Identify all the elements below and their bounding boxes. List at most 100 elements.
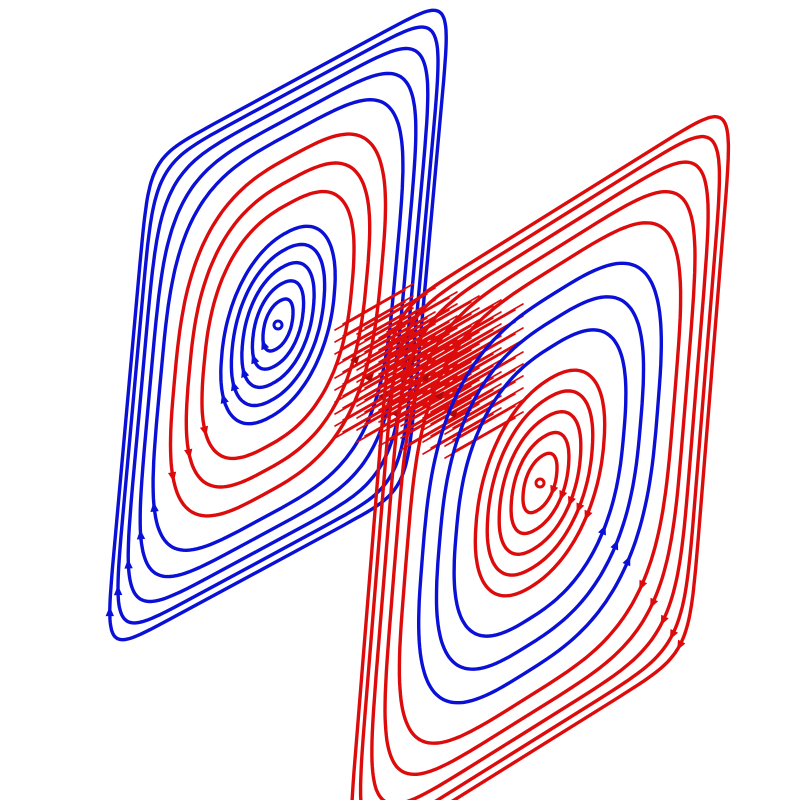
connecting-field-line (444, 417, 516, 459)
blue-field-loop (250, 279, 306, 371)
vortex-core (272, 319, 284, 331)
connecting-field-line (430, 371, 502, 413)
blue-arrow-icon (231, 380, 240, 392)
blue-arrow-icon (124, 558, 133, 569)
red-arrow-icon (669, 629, 679, 640)
blue-field-loop (116, 25, 440, 625)
connecting-field-line (400, 313, 472, 355)
connecting-field-line (422, 341, 494, 383)
blue-field-loop (229, 242, 327, 408)
connecting-field-line (422, 401, 494, 443)
connecting-field-line (400, 409, 472, 451)
red-field-loop (383, 190, 697, 776)
connecting-field-line (342, 355, 414, 397)
blue-arrow-icon (622, 555, 631, 567)
connecting-field-line (408, 295, 480, 337)
connecting-field-line (422, 329, 494, 371)
connecting-field-line (334, 397, 406, 439)
connecting-field-line (408, 319, 480, 361)
blue-field-loop (126, 46, 430, 604)
connecting-field-line (364, 311, 436, 353)
red-arrow-icon (199, 425, 209, 437)
red-field-loop (184, 161, 372, 489)
red-field-loop (200, 189, 356, 461)
connecting-field-line (334, 289, 406, 331)
connecting-field-line (364, 347, 436, 389)
connecting-field-line (356, 353, 428, 395)
connecting-field-line (356, 401, 428, 443)
blue-arrow-icon (105, 606, 114, 617)
connecting-field-line (408, 391, 480, 433)
connecting-field-line (400, 349, 472, 391)
connecting-field-line (422, 365, 494, 407)
red-arrow-icon (660, 614, 669, 626)
red-field-loop (370, 160, 710, 800)
front-panel (350, 115, 731, 800)
connecting-field-line (342, 283, 414, 325)
connecting-field-line (430, 347, 502, 389)
red-field-loop (509, 430, 571, 536)
red-arrow-icon (168, 471, 177, 482)
connecting-field-line (386, 363, 458, 405)
blue-field-loop (151, 98, 405, 552)
connecting-field-line (444, 309, 516, 351)
link-arrow-icon (434, 391, 444, 400)
red-arrow-icon (576, 502, 585, 514)
blue-arrow-icon (113, 585, 123, 596)
connecting-field-line (378, 393, 450, 435)
connecting-field-line (342, 331, 414, 373)
connecting-field-line (408, 355, 480, 397)
connecting-field-line (408, 379, 480, 421)
red-arrow-icon (568, 495, 576, 507)
connecting-field-line (422, 305, 494, 347)
blue-field-loop (452, 328, 628, 638)
connecting-field-line (342, 367, 414, 409)
connecting-field-line (452, 351, 524, 393)
red-arrow-icon (184, 448, 193, 459)
link-arrow-icon (448, 409, 458, 418)
connecting-field-line (408, 331, 480, 373)
connecting-field-line (430, 299, 502, 341)
blue-field-loop (434, 295, 646, 671)
red-field-loop (497, 410, 583, 556)
connecting-field-line (342, 319, 414, 361)
connecting-field-line (386, 399, 458, 441)
connecting-field-line (400, 397, 472, 439)
blue-arrow-icon (610, 539, 619, 551)
connecting-field-line (356, 305, 428, 347)
connecting-field-line (334, 301, 406, 343)
link-arrow-icon (350, 355, 360, 364)
red-field-loop (485, 389, 595, 577)
red-field-loop (350, 115, 731, 800)
blue-arrow-icon (261, 339, 270, 351)
red-arrow-icon (677, 639, 686, 651)
connecting-field-line (430, 311, 502, 353)
blue-field-loop (219, 224, 337, 426)
connecting-field-line (400, 301, 472, 343)
blue-field-loop (138, 71, 418, 579)
blue-field-loop (417, 261, 663, 705)
red-field-loop (521, 451, 559, 515)
connecting-field-line (386, 303, 458, 345)
connecting-field-line (452, 363, 524, 405)
connecting-field-line (452, 399, 524, 441)
blue-field-loop (240, 260, 316, 390)
connecting-field-line (430, 323, 502, 365)
connecting-field-line (342, 295, 414, 337)
red-field-loop (358, 134, 722, 800)
link-arrow-icon (420, 373, 430, 382)
connecting-field-line (378, 345, 450, 387)
red-arrow-icon (639, 579, 648, 591)
connecting-field-line (422, 389, 494, 431)
connecting-field-line (342, 379, 414, 421)
connecting-field-line (334, 361, 406, 403)
connecting-field-line (378, 405, 450, 447)
blue-arrow-icon (241, 367, 250, 378)
red-arrow-icon (559, 490, 568, 501)
link-arrow-icon (364, 373, 374, 382)
connecting-field-line (430, 383, 502, 425)
red-field-loop (168, 132, 388, 518)
blue-arrow-icon (251, 353, 260, 365)
